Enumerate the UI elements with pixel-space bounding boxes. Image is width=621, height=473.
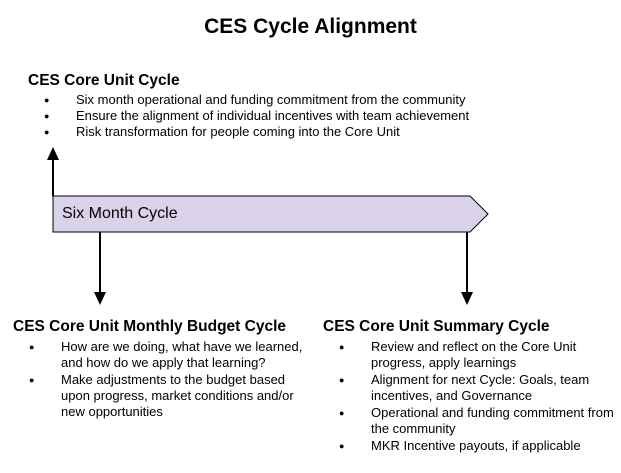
right-down-arrow-head: [461, 292, 473, 305]
core-unit-cycle-bullets: Six month operational and funding commit…: [28, 92, 608, 140]
monthly-budget-cycle-bullets: How are we doing, what have we learned, …: [13, 339, 313, 420]
monthly-budget-cycle-section: CES Core Unit Monthly Budget Cycle How a…: [13, 318, 313, 421]
list-item: Make adjustments to the budget based upo…: [13, 372, 313, 420]
list-item: Alignment for next Cycle: Goals, team in…: [323, 372, 617, 404]
core-unit-cycle-section: CES Core Unit Cycle Six month operationa…: [28, 72, 608, 140]
list-item: Operational and funding commitment from …: [323, 405, 617, 437]
list-item: MKR Incentive payouts, if applicable: [323, 438, 617, 454]
list-item: Risk transformation for people coming in…: [28, 124, 608, 140]
diagram-title: CES Cycle Alignment: [204, 15, 417, 38]
core-unit-cycle-heading: CES Core Unit Cycle: [28, 72, 180, 89]
list-item: Ensure the alignment of individual incen…: [28, 108, 608, 124]
summary-cycle-bullets: Review and reflect on the Core Unit prog…: [323, 339, 617, 454]
up-arrow-head: [47, 147, 59, 160]
left-down-arrow-head: [94, 292, 106, 305]
monthly-budget-cycle-heading: CES Core Unit Monthly Budget Cycle: [13, 318, 286, 335]
list-item: Six month operational and funding commit…: [28, 92, 608, 108]
six-month-cycle-label: Six Month Cycle: [62, 205, 178, 222]
summary-cycle-heading: CES Core Unit Summary Cycle: [323, 318, 550, 335]
six-month-cycle-bar: [52, 195, 489, 233]
summary-cycle-section: CES Core Unit Summary Cycle Review and r…: [323, 318, 617, 455]
list-item: How are we doing, what have we learned, …: [13, 339, 313, 371]
list-item: Review and reflect on the Core Unit prog…: [323, 339, 617, 371]
